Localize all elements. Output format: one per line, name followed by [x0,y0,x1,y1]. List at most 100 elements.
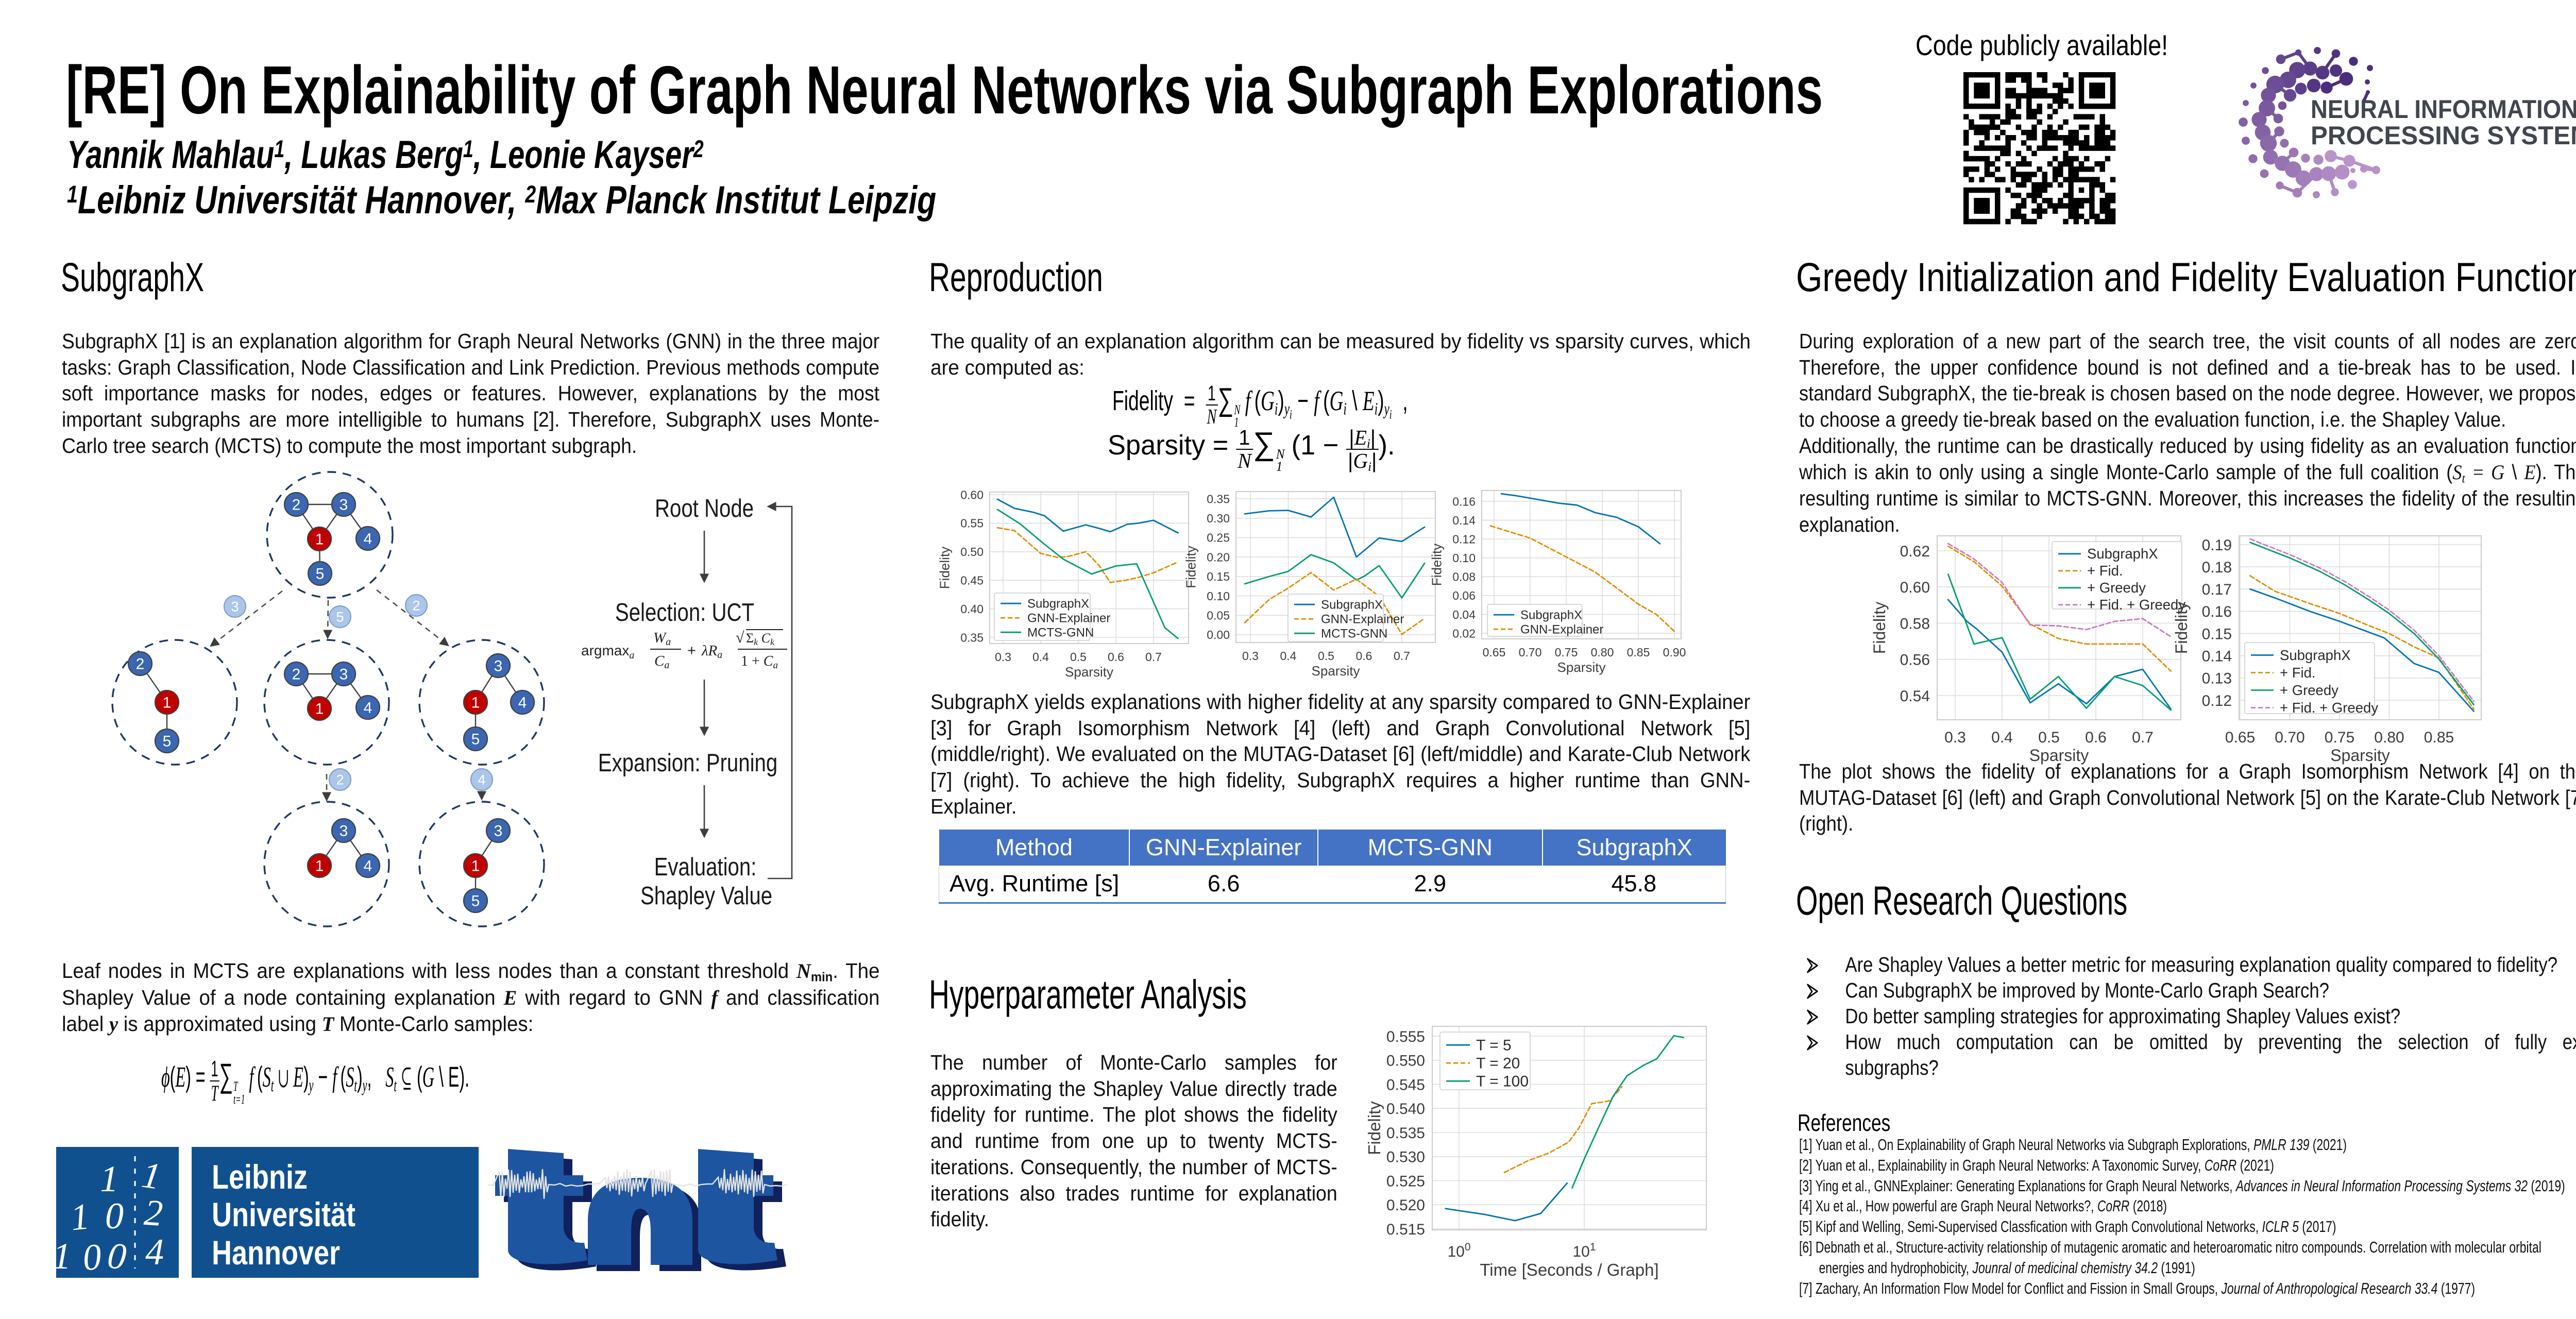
svg-text:0.540: 0.540 [1386,1101,1425,1118]
svg-text:3: 3 [494,823,503,840]
svg-text:0.6: 0.6 [1356,649,1372,663]
svg-text:GNN-Explainer: GNN-Explainer [1321,612,1404,626]
svg-text:Σk Ck: Σk Ck [746,631,775,647]
svg-text:0.4: 0.4 [1991,729,2013,746]
svg-text:0.555: 0.555 [1386,1028,1425,1045]
svg-text:0.80: 0.80 [1591,646,1614,659]
svg-text:0.60: 0.60 [960,488,984,501]
svg-text:3: 3 [340,823,348,840]
svg-text:MCTS-GNN: MCTS-GNN [1027,625,1094,639]
svg-text:0.3: 0.3 [995,650,1011,664]
svg-text:0.14: 0.14 [1452,514,1476,527]
svg-text:4: 4 [478,772,485,787]
svg-text:2: 2 [292,497,301,514]
svg-text:0.08: 0.08 [1452,570,1476,584]
svg-text:0.4: 0.4 [1032,650,1049,664]
svg-text:SubgraphX: SubgraphX [2087,546,2158,562]
svg-text:4: 4 [518,695,527,712]
svg-text:0.90: 0.90 [1663,646,1686,659]
svg-text:Expansion: Pruning: Expansion: Pruning [598,749,777,777]
svg-text:0.5: 0.5 [1318,649,1334,663]
svg-text:3: 3 [231,599,239,614]
svg-text:Sparsity: Sparsity [1312,663,1360,679]
svg-text:0.70: 0.70 [2275,729,2304,746]
svg-text:Fidelity: Fidelity [1183,546,1198,588]
svg-text:0.6: 0.6 [1108,650,1124,664]
svg-text:0.13: 0.13 [2202,670,2232,687]
svg-text:0.75: 0.75 [2325,729,2354,746]
svg-text:3: 3 [494,658,503,675]
svg-text:Selection: UCT: Selection: UCT [615,598,754,627]
svg-text:4: 4 [364,700,372,717]
svg-text:0.15: 0.15 [2202,625,2232,642]
svg-text:0.18: 0.18 [2202,559,2232,576]
svg-text:T = 100: T = 100 [1476,1073,1529,1090]
svg-text:1: 1 [315,531,324,548]
svg-text:0.12: 0.12 [2202,692,2232,709]
svg-text:1: 1 [471,858,480,875]
svg-text:0.04: 0.04 [1452,608,1476,621]
svg-text:0.515: 0.515 [1386,1221,1425,1238]
svg-text:0.4: 0.4 [1280,649,1297,663]
svg-text:4: 4 [364,531,372,548]
svg-text:0.535: 0.535 [1386,1125,1425,1142]
svg-text:0.25: 0.25 [1207,531,1230,545]
svg-text:0.35: 0.35 [1207,492,1230,505]
svg-text:0.12: 0.12 [1452,532,1476,546]
svg-text:5: 5 [316,566,325,583]
svg-text:0.525: 0.525 [1386,1173,1425,1190]
svg-text:Root Node: Root Node [655,494,754,522]
svg-text:0.15: 0.15 [1207,570,1230,583]
svg-text:+ Fid. + Greedy: + Fid. + Greedy [2280,700,2378,716]
svg-text:1: 1 [53,1236,71,1277]
svg-text:0.40: 0.40 [960,602,984,616]
svg-text:Time [Seconds / Graph]: Time [Seconds / Graph] [1480,1260,1658,1279]
svg-text:T = 20: T = 20 [1476,1055,1520,1072]
svg-text:0.06: 0.06 [1452,589,1476,602]
svg-text:0.02: 0.02 [1452,627,1476,640]
svg-text:Fidelity: Fidelity [937,547,952,589]
svg-text:0.7: 0.7 [1145,650,1162,664]
svg-text:0.10: 0.10 [1207,589,1230,603]
svg-text:Sparsity: Sparsity [2330,746,2390,765]
svg-text:0.55: 0.55 [960,517,984,530]
svg-text:+: + [687,642,696,659]
svg-text:5: 5 [163,733,172,750]
svg-text:0: 0 [81,1236,103,1278]
svg-text:0.10: 0.10 [1452,551,1476,565]
svg-text:+ Fid.: + Fid. [2087,563,2123,579]
svg-text:0.56: 0.56 [1900,652,1930,669]
svg-text:4: 4 [145,1231,164,1273]
svg-text:1: 1 [69,1195,91,1238]
svg-text:0.520: 0.520 [1386,1197,1425,1214]
svg-text:Sparsity: Sparsity [1065,664,1113,680]
svg-text:Sparsity: Sparsity [1557,660,1606,675]
svg-text:2: 2 [143,1192,164,1234]
svg-text:0.45: 0.45 [960,574,984,587]
svg-text:Fidelity: Fidelity [1429,544,1444,586]
svg-text:5: 5 [471,731,480,748]
svg-text:Sparsity: Sparsity [2029,746,2089,765]
svg-text:101: 101 [1572,1241,1596,1260]
svg-text:0.20: 0.20 [1207,550,1230,564]
svg-text:0.530: 0.530 [1386,1149,1425,1166]
svg-text:GNN-Explainer: GNN-Explainer [1027,611,1110,625]
svg-text:5: 5 [336,609,344,624]
svg-text:argmaxa: argmaxa [581,642,634,661]
svg-text:0: 0 [105,1195,124,1237]
svg-text:0.16: 0.16 [1452,495,1476,508]
svg-text:SubgraphX: SubgraphX [1321,598,1383,612]
svg-text:1: 1 [471,695,480,712]
svg-text:Evaluation:: Evaluation: [654,853,757,881]
svg-text:4: 4 [364,858,372,875]
svg-text:0.5: 0.5 [2038,729,2060,746]
svg-text:0.85: 0.85 [1627,646,1650,659]
svg-text:0.16: 0.16 [2202,603,2232,620]
svg-text:3: 3 [340,497,348,514]
svg-text:2: 2 [136,656,145,673]
svg-text:1: 1 [315,858,324,875]
svg-text:0.05: 0.05 [1207,609,1230,622]
svg-text:T = 5: T = 5 [1476,1037,1512,1054]
svg-text:0.30: 0.30 [1207,512,1230,525]
svg-text:5: 5 [471,893,480,910]
